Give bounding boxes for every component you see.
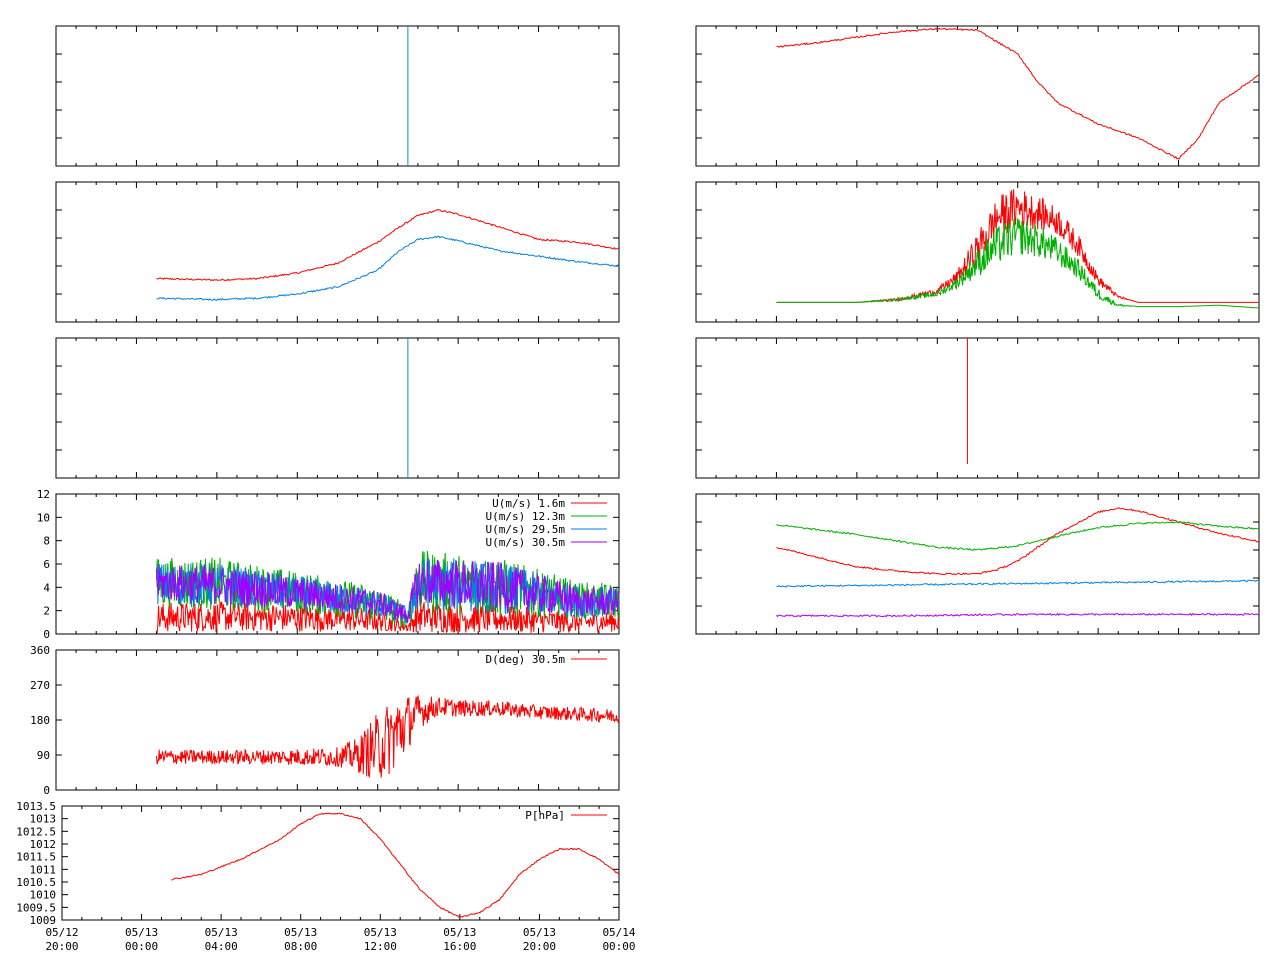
xtick-label-time: 20:00 — [45, 940, 78, 953]
xtick-label-time: 16:00 — [443, 940, 476, 953]
left-4-series-3 — [156, 559, 620, 623]
xtick-label-time: 08:00 — [284, 940, 317, 953]
left-6-frame — [61, 805, 620, 921]
right-1-series-0 — [776, 27, 1260, 160]
xtick-label-time: 00:00 — [602, 940, 635, 953]
left-6-ytick-label: 1009 — [30, 914, 57, 927]
xtick-label-date: 05/14 — [602, 926, 635, 939]
right-4-series-1 — [776, 520, 1260, 551]
left-6-legend-label: P[hPa] — [525, 809, 565, 822]
xtick-label-time: 04:00 — [205, 940, 238, 953]
left-6-ytick-label: 1010 — [30, 889, 57, 902]
xtick-label-date: 05/13 — [284, 926, 317, 939]
left-3-frame — [55, 337, 620, 479]
left-5-ytick-label: 90 — [37, 749, 50, 762]
right-4-series-2 — [776, 579, 1260, 588]
xtick-label-date: 05/13 — [443, 926, 476, 939]
left-4-ytick-label: 0 — [43, 628, 50, 641]
left-2-series-1 — [156, 235, 620, 301]
left-4-ytick-label: 4 — [43, 581, 50, 594]
xtick-label-date: 05/13 — [125, 926, 158, 939]
right-2-series-1 — [776, 217, 1259, 309]
left-5-frame — [55, 649, 620, 791]
left-5-ytick-label: 270 — [30, 679, 50, 692]
left-6-ytick-label: 1010.5 — [16, 876, 56, 889]
xtick-label-date: 05/12 — [45, 926, 78, 939]
left-6-ytick-label: 1012 — [30, 838, 57, 851]
left-5-series-0 — [156, 694, 620, 779]
left-5-ytick-label: 180 — [30, 714, 50, 727]
xtick-label-date: 05/13 — [523, 926, 556, 939]
left-6-series-0 — [171, 812, 620, 918]
left-5-ytick-label: 0 — [43, 784, 50, 797]
left-6-ytick-label: 1013.5 — [16, 800, 56, 813]
left-6-ytick-label: 1013 — [30, 813, 57, 826]
left-4-legend-label: U(m/s) 12.3m — [486, 510, 566, 523]
xtick-label-time: 00:00 — [125, 940, 158, 953]
left-6-ytick-label: 1012.5 — [16, 825, 56, 838]
right-2-series-0 — [776, 189, 1259, 303]
left-1-frame — [55, 25, 620, 167]
left-4-ytick-label: 2 — [43, 605, 50, 618]
xtick-label-time: 12:00 — [364, 940, 397, 953]
xtick-label-date: 05/13 — [364, 926, 397, 939]
left-4-legend-label: U(m/s) 30.5m — [486, 536, 566, 549]
left-4-ytick-label: 10 — [37, 511, 50, 524]
right-3-frame — [695, 337, 1260, 479]
left-4-legend-label: U(m/s) 29.5m — [486, 523, 566, 536]
left-4-legend-label: U(m/s) 1.6m — [492, 497, 565, 510]
left-5-legend-label: D(deg) 30.5m — [486, 653, 566, 666]
left-4-ytick-label: 8 — [43, 535, 50, 548]
right-4-frame — [695, 493, 1260, 635]
left-4-ytick-label: 12 — [37, 488, 50, 501]
right-4-series-0 — [776, 507, 1260, 576]
left-6-ytick-label: 1009.5 — [16, 901, 56, 914]
left-6-ytick-label: 1011.5 — [16, 851, 56, 864]
right-1-frame — [695, 25, 1260, 167]
right-4-series-3 — [776, 612, 1260, 618]
xtick-label-date: 05/13 — [205, 926, 238, 939]
left-5-ytick-label: 360 — [30, 644, 50, 657]
xtick-label-time: 20:00 — [523, 940, 556, 953]
left-2-frame — [55, 181, 620, 323]
left-4-ytick-label: 6 — [43, 558, 50, 571]
left-6-ytick-label: 1011 — [30, 863, 57, 876]
left-2-series-0 — [156, 208, 620, 282]
